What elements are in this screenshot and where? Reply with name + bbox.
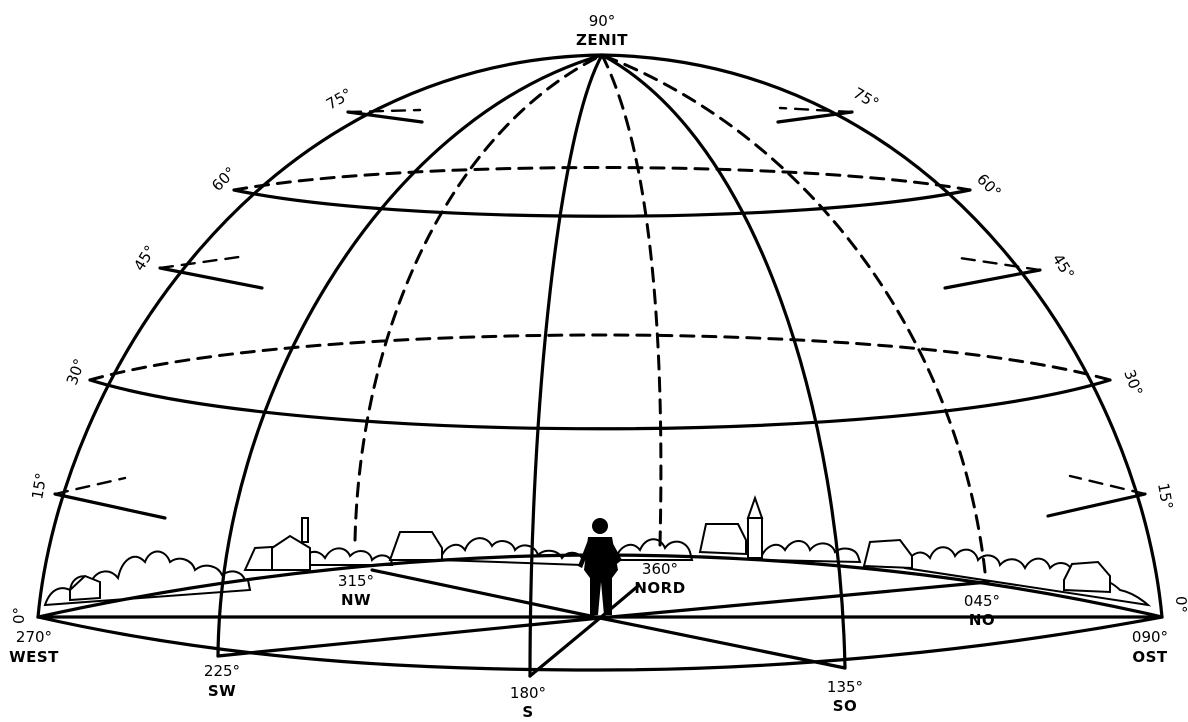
zenith-label: ZENIT [576, 31, 628, 49]
sw-degree: 225° [204, 662, 240, 680]
ost-degree: 090° [1132, 628, 1168, 646]
observer-figure [578, 518, 622, 615]
treeline-right [758, 540, 862, 564]
altitude-left-0: 0° [10, 607, 28, 624]
no-degree: 045° [964, 592, 1000, 610]
meridian-n [600, 53, 663, 547]
altitude-left-15: 15° [28, 471, 50, 500]
nord-label: NORD [634, 579, 685, 597]
meridian-no [600, 53, 987, 574]
house-4 [698, 523, 747, 556]
line-northeast [598, 580, 990, 620]
line-northwest [370, 568, 602, 620]
line-southeast [598, 616, 847, 670]
altitude-right-15: 15° [1154, 482, 1176, 511]
house-1 [69, 574, 101, 602]
horizon-landscape [43, 494, 1152, 607]
treeline-center [438, 537, 583, 567]
altitude-30-back [88, 333, 1112, 382]
altitude-left-75: 75° [323, 85, 355, 114]
no-label: NO [969, 611, 995, 629]
altitude-left-45: 45° [130, 242, 159, 274]
labels: 90° ZENIT 0° 15° 30° 45° 60° 75° 0° 15° … [9, 12, 1188, 721]
line-southwest [216, 616, 602, 658]
s-label: S [522, 703, 533, 721]
altitude-left-30: 30° [63, 356, 89, 387]
house-6 [1063, 560, 1111, 594]
west-label: WEST [9, 648, 59, 666]
nw-degree: 315° [338, 572, 374, 590]
horizon-ellipse-front [36, 615, 1164, 672]
meridian-s [528, 53, 604, 678]
nw-label: NW [341, 591, 371, 609]
sw-label: SW [208, 682, 236, 700]
meridian-nw [353, 53, 604, 542]
altitude-right-30: 30° [1120, 367, 1146, 398]
altitude-ticks [53, 106, 1147, 520]
altitude-60-front [232, 188, 972, 218]
church-tower [746, 494, 764, 559]
house-2 [243, 517, 311, 571]
s-degree: 180° [510, 684, 546, 702]
treeline-left-mid [298, 547, 394, 566]
altitude-right-60: 60° [973, 170, 1005, 202]
line-south [528, 616, 602, 678]
house-5 [862, 538, 913, 570]
altitude-circles [88, 166, 1112, 431]
meridian-so [600, 53, 847, 670]
so-label: SO [833, 697, 858, 715]
west-degree: 270° [16, 628, 52, 646]
zenith-degree: 90° [589, 12, 616, 30]
altitude-right-75: 75° [850, 84, 882, 113]
altitude-right-0: 0° [1172, 596, 1188, 613]
meridians-back [353, 53, 987, 574]
meridians-front [216, 53, 847, 678]
altitude-60-back [232, 166, 972, 192]
so-degree: 135° [827, 678, 863, 696]
altitude-right-45: 45° [1049, 251, 1078, 283]
meridian-sw [216, 53, 604, 658]
altitude-30-front [88, 378, 1112, 431]
nord-degree: 360° [642, 560, 678, 578]
house-3 [388, 531, 443, 561]
ost-label: OST [1132, 648, 1168, 666]
